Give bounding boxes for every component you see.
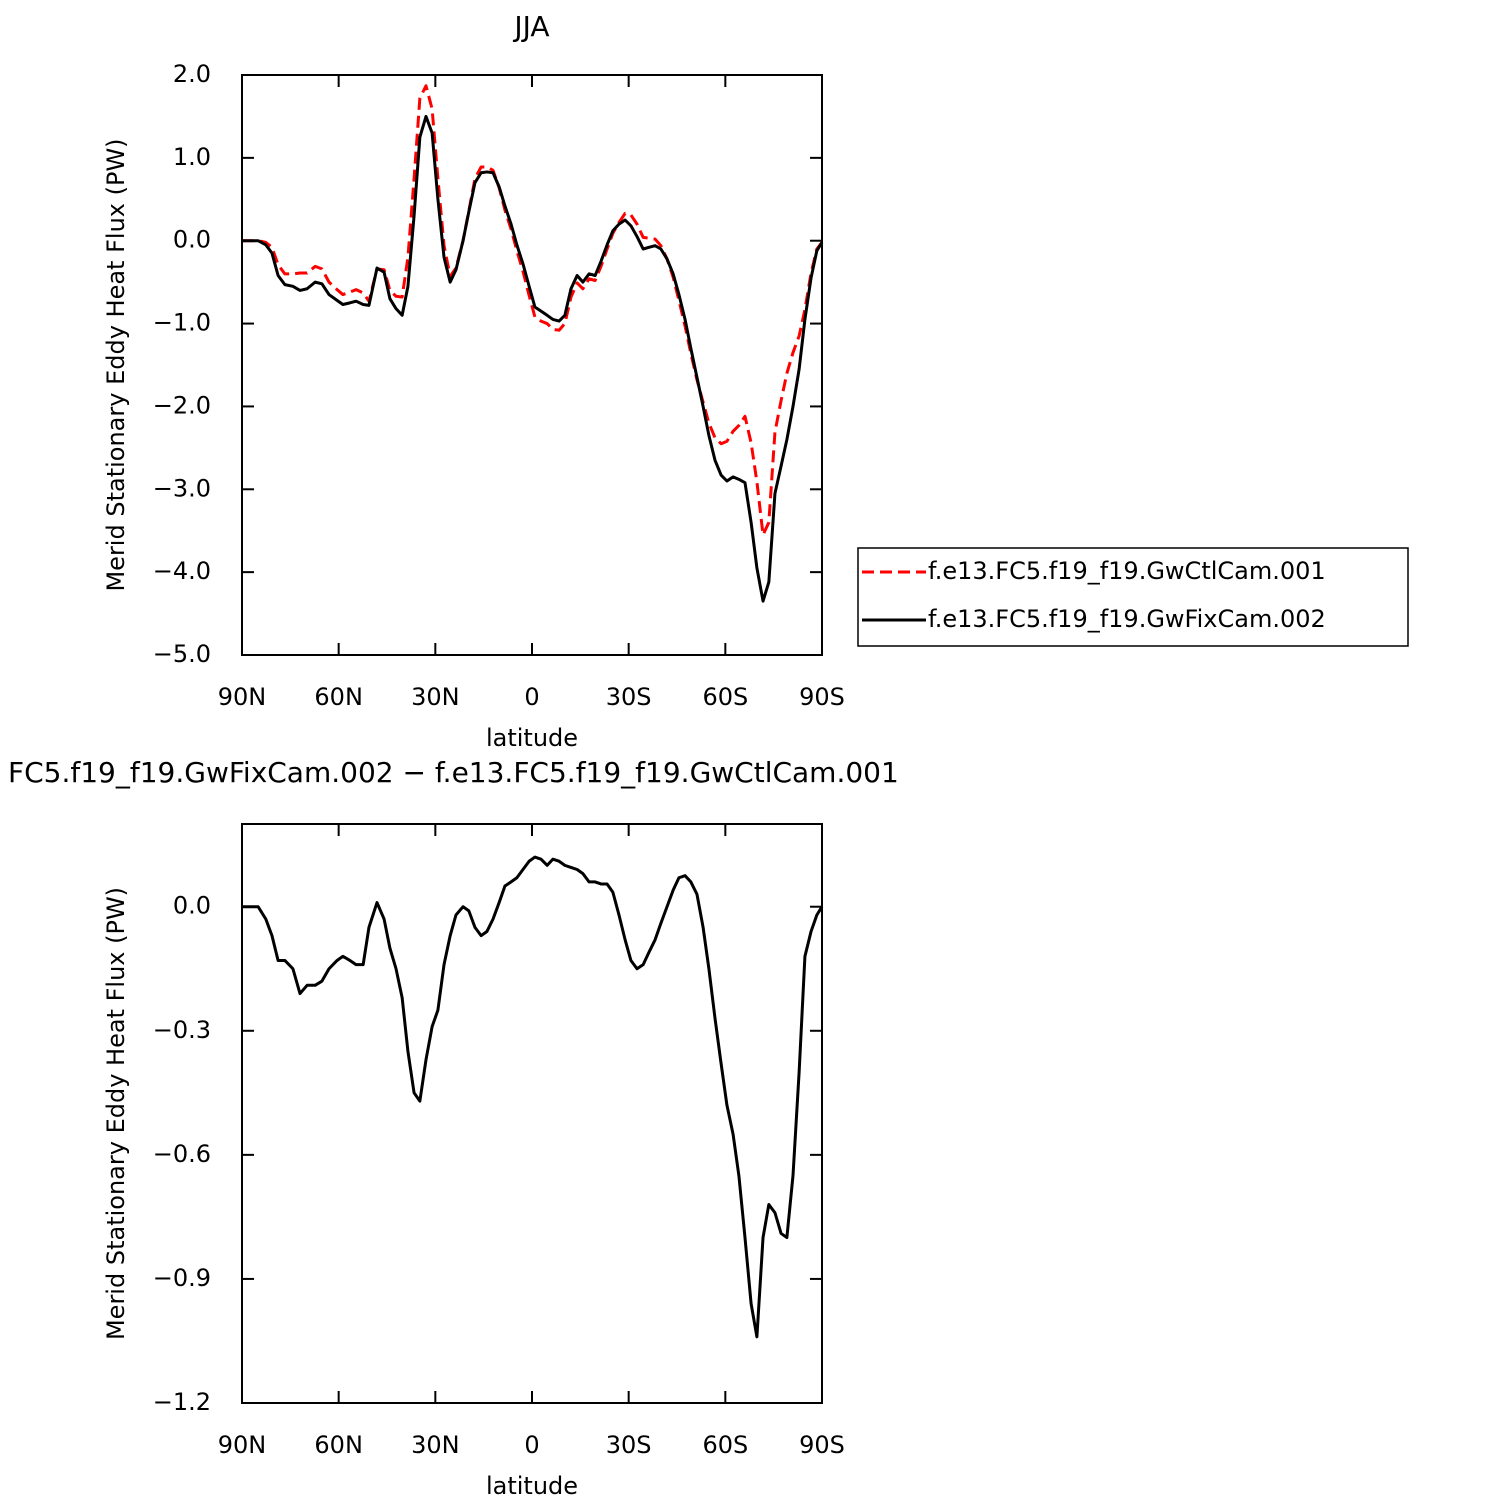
x-tick-label: 30N xyxy=(411,683,460,711)
y-tick-label: −3.0 xyxy=(153,474,211,502)
y-tick-label: −5.0 xyxy=(153,640,211,668)
y-tick-label: −2.0 xyxy=(153,391,211,419)
y-tick-label: −1.2 xyxy=(153,1388,211,1416)
data-line xyxy=(242,114,824,603)
x-tick-label: 90N xyxy=(218,683,267,711)
y-tick-label: 0.0 xyxy=(173,892,211,920)
y-axis-label: Merid Stationary Eddy Heat Flux (PW) xyxy=(102,887,130,1340)
x-tick-label: 30S xyxy=(606,1431,652,1459)
y-tick-label: 2.0 xyxy=(173,60,211,88)
x-tick-label: 30N xyxy=(411,1431,460,1459)
y-tick-label: −0.9 xyxy=(153,1264,211,1292)
x-tick-label: 60N xyxy=(314,683,363,711)
y-axis-label: Merid Stationary Eddy Heat Flux (PW) xyxy=(102,138,130,591)
y-tick-label: −0.3 xyxy=(153,1016,211,1044)
data-line xyxy=(242,855,824,1339)
y-tick-label: 0.0 xyxy=(173,226,211,254)
y-tick-label: −0.6 xyxy=(153,1140,211,1168)
plot-frame xyxy=(241,74,823,656)
legend-label: f.e13.FC5.f19_f19.GwCtlCam.001 xyxy=(928,557,1326,585)
x-tick-label: 90S xyxy=(799,1431,845,1459)
x-axis-label: latitude xyxy=(486,1472,578,1500)
y-tick-label: −4.0 xyxy=(153,557,211,585)
x-tick-label: 0 xyxy=(524,683,539,711)
y-tick-label: −1.0 xyxy=(153,309,211,337)
legend-label: f.e13.FC5.f19_f19.GwFixCam.002 xyxy=(928,605,1326,633)
x-tick-label: 60S xyxy=(702,683,748,711)
chart-title: JJA xyxy=(512,10,549,43)
x-tick-label: 90S xyxy=(799,683,845,711)
x-tick-label: 60N xyxy=(314,1431,363,1459)
chart-title: FC5.f19_f19.GwFixCam.002 − f.e13.FC5.f19… xyxy=(8,756,899,789)
x-tick-label: 60S xyxy=(702,1431,748,1459)
legend: f.e13.FC5.f19_f19.GwCtlCam.001 f.e13.FC5.… xyxy=(857,547,1409,647)
x-axis-label: latitude xyxy=(486,724,578,752)
y-tick-label: 1.0 xyxy=(173,143,211,171)
x-tick-label: 0 xyxy=(524,1431,539,1459)
data-line xyxy=(242,84,824,537)
x-tick-label: 90N xyxy=(218,1431,267,1459)
panel: FC5.f19_f19.GwFixCam.002 − f.e13.FC5.f19… xyxy=(8,756,899,1500)
panel: JJA latitude Merid Stationary Eddy Heat Fl… xyxy=(102,10,1409,752)
plot-frame xyxy=(241,823,823,1404)
legend-box xyxy=(857,547,1409,647)
x-tick-label: 30S xyxy=(606,683,652,711)
